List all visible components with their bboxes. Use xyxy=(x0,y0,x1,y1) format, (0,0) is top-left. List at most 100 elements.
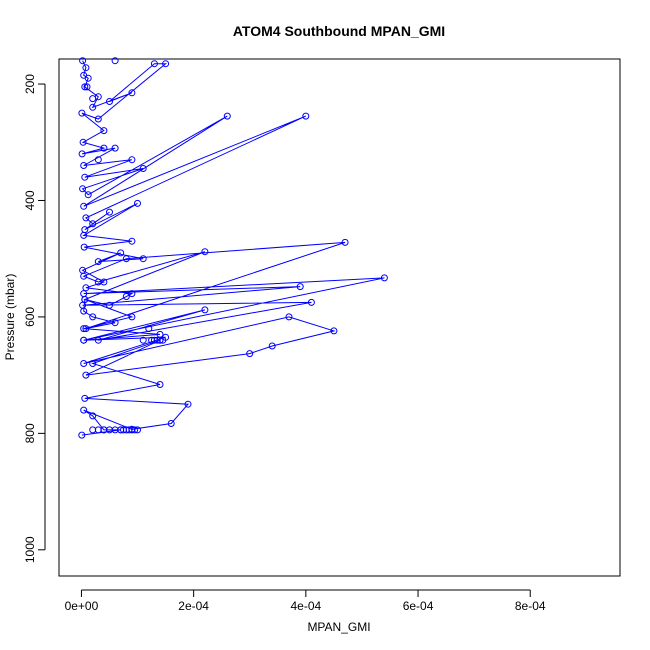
data-point xyxy=(330,327,338,335)
data-point xyxy=(156,381,164,388)
y-tick-label: 800 xyxy=(23,423,37,443)
data-point xyxy=(82,371,90,379)
data-point xyxy=(134,426,141,434)
data-point xyxy=(156,336,164,344)
data-point xyxy=(122,255,130,263)
data-point xyxy=(89,95,97,103)
x-tick-label: 2e-04 xyxy=(178,599,209,613)
data-point xyxy=(80,360,88,367)
data-point xyxy=(78,109,86,117)
data-point xyxy=(82,64,90,72)
series-layer xyxy=(78,57,388,439)
data-point xyxy=(81,173,89,181)
data-point xyxy=(184,400,192,408)
y-axis-label: Pressure (mbar) xyxy=(3,274,17,361)
data-point xyxy=(302,112,310,120)
data-point xyxy=(307,298,315,306)
data-point xyxy=(150,60,158,68)
data-point xyxy=(82,325,90,333)
data-point xyxy=(82,214,90,222)
data-point xyxy=(94,336,102,344)
data-point xyxy=(128,237,136,245)
data-point xyxy=(111,319,119,327)
data-point xyxy=(268,342,276,350)
data-point xyxy=(111,144,119,152)
data-point xyxy=(80,406,88,414)
data-point xyxy=(79,301,87,309)
data-point xyxy=(83,83,91,91)
data-point xyxy=(134,199,141,207)
data-point xyxy=(78,150,86,158)
data-point xyxy=(296,283,304,291)
data-point xyxy=(285,313,293,321)
data-point xyxy=(82,284,90,292)
data-point xyxy=(80,202,88,210)
data-point xyxy=(139,165,147,172)
data-point xyxy=(79,57,87,65)
y-tick-label: 400 xyxy=(23,190,37,210)
data-point xyxy=(81,394,89,402)
data-point xyxy=(122,293,130,300)
y-tick-label: 1000 xyxy=(23,536,37,563)
data-point xyxy=(94,115,102,123)
y-tick-label: 600 xyxy=(23,307,37,327)
x-tick-label: 0e+00 xyxy=(65,599,99,613)
data-point xyxy=(79,185,87,193)
data-point xyxy=(159,336,167,344)
data-point xyxy=(80,243,88,251)
data-point xyxy=(246,350,254,358)
data-point xyxy=(94,278,102,286)
data-point xyxy=(100,127,108,135)
data-point xyxy=(78,431,86,439)
data-point xyxy=(79,138,87,146)
data-point xyxy=(139,336,147,344)
data-point xyxy=(131,426,139,434)
data-point xyxy=(223,112,231,120)
data-point xyxy=(89,313,97,321)
data-point xyxy=(89,426,97,434)
data-point xyxy=(201,248,209,256)
y-axis: 200 400 600 800 1000 xyxy=(23,74,46,563)
data-point xyxy=(80,231,88,239)
data-point xyxy=(128,156,136,164)
data-point xyxy=(80,336,88,344)
data-point xyxy=(84,191,92,199)
x-tick-label: 6e-04 xyxy=(403,599,434,613)
data-point xyxy=(128,89,136,97)
data-point xyxy=(380,274,388,282)
x-tick-label: 8e-04 xyxy=(515,599,546,613)
data-point xyxy=(94,258,102,266)
data-point xyxy=(139,255,147,263)
data-point xyxy=(201,306,209,314)
data-point xyxy=(128,313,136,321)
data-point xyxy=(81,83,89,91)
data-point xyxy=(84,74,92,82)
data-point xyxy=(162,60,170,68)
data-point xyxy=(89,220,97,228)
data-point xyxy=(80,290,88,298)
data-point xyxy=(128,290,136,298)
data-point xyxy=(89,360,97,367)
data-point xyxy=(167,420,175,427)
data-point xyxy=(94,156,102,164)
data-point xyxy=(106,98,113,105)
y-tick-label: 200 xyxy=(23,74,37,94)
data-point xyxy=(117,249,125,257)
plot-frame xyxy=(58,58,621,577)
data-point xyxy=(80,325,88,333)
data-point xyxy=(106,208,113,216)
data-point xyxy=(80,162,88,169)
data-point xyxy=(100,144,108,152)
data-point xyxy=(80,272,88,280)
data-point xyxy=(341,238,349,246)
x-axis: 0e+00 2e-04 4e-04 6e-04 8e-04 xyxy=(65,589,546,613)
data-point xyxy=(89,412,97,420)
data-point xyxy=(89,103,97,111)
data-point xyxy=(111,57,119,65)
chart-title: ATOM4 Southbound MPAN_GMI xyxy=(233,23,445,39)
series-line xyxy=(81,60,385,436)
x-tick-label: 4e-04 xyxy=(290,599,321,613)
data-point xyxy=(145,325,153,333)
x-axis-label: MPAN_GMI xyxy=(307,620,370,634)
